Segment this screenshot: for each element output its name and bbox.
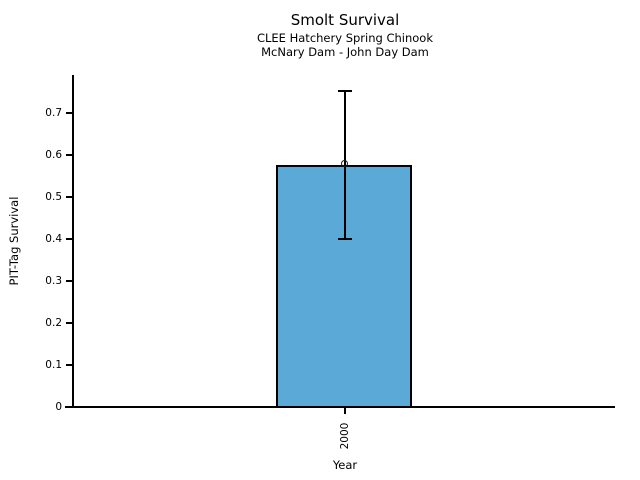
y-tick-label: 0.6 <box>45 149 62 161</box>
x-tick-mark <box>344 408 346 414</box>
y-tick-label: 0.1 <box>45 359 62 371</box>
y-tick-mark <box>66 112 73 114</box>
error-bar-cap-bottom <box>338 238 352 240</box>
chart-subtitle-line2: McNary Dam - John Day Dam <box>261 45 429 59</box>
y-tick-mark <box>66 364 73 366</box>
y-tick-label: 0 <box>55 401 62 413</box>
error-bar-cap-top <box>338 90 352 92</box>
y-tick-label: 0.2 <box>45 317 62 329</box>
y-tick-mark <box>66 406 73 408</box>
x-tick-label-2000: 2000 <box>339 422 351 450</box>
point-estimate-marker <box>341 160 348 167</box>
y-tick-label: 0.7 <box>45 107 62 119</box>
x-axis-label: Year <box>332 458 358 472</box>
y-tick-label: 0.4 <box>45 233 62 245</box>
y-axis-label: PIT-Tag Survival <box>7 196 21 286</box>
y-axis-spine <box>72 75 74 408</box>
chart-subtitle-line1: CLEE Hatchery Spring Chinook <box>256 31 433 45</box>
y-tick-label: 0.3 <box>45 275 62 287</box>
y-tick-mark <box>66 238 73 240</box>
y-tick-label: 0.5 <box>45 191 62 203</box>
y-tick-mark <box>66 154 73 156</box>
y-tick-mark <box>66 280 73 282</box>
chart-title: Smolt Survival <box>290 11 400 29</box>
y-tick-mark <box>66 322 73 324</box>
y-tick-mark <box>66 196 73 198</box>
